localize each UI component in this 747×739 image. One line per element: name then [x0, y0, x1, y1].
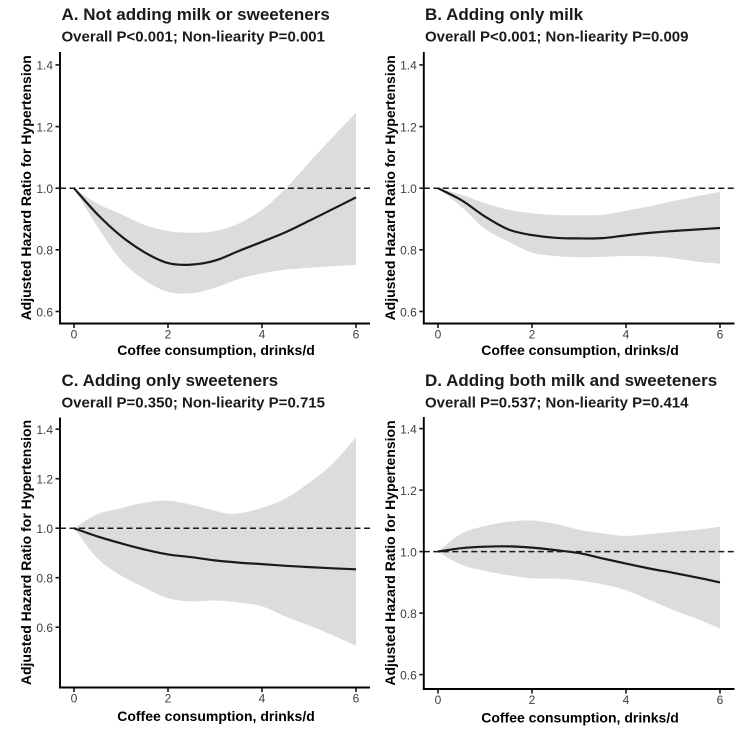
svg-text:0.6: 0.6 [36, 621, 53, 635]
svg-text:Adjusted Hazard Ratio for Hype: Adjusted Hazard Ratio for Hypertension [382, 420, 398, 685]
svg-text:4: 4 [623, 693, 630, 707]
svg-text:1.0: 1.0 [36, 182, 53, 196]
svg-text:Coffee consumption, drinks/d: Coffee consumption, drinks/d [481, 342, 679, 358]
svg-text:1.2: 1.2 [400, 484, 417, 498]
svg-text:Overall P=0.350; Non-liearity: Overall P=0.350; Non-liearity P=0.715 [62, 394, 325, 411]
svg-text:0: 0 [435, 693, 442, 707]
svg-text:0: 0 [71, 328, 78, 342]
svg-text:1.0: 1.0 [36, 522, 53, 536]
svg-text:1.0: 1.0 [400, 545, 417, 559]
svg-text:Adjusted Hazard Ratio for Hype: Adjusted Hazard Ratio for Hypertension [382, 55, 398, 320]
svg-text:1.4: 1.4 [400, 422, 417, 436]
svg-text:1.0: 1.0 [400, 182, 417, 196]
svg-text:2: 2 [165, 692, 172, 706]
svg-text:0: 0 [71, 692, 78, 706]
svg-text:A. Not adding milk or sweetene: A. Not adding milk or sweeteners [62, 5, 330, 24]
svg-text:0.8: 0.8 [36, 244, 53, 258]
svg-text:4: 4 [259, 328, 266, 342]
svg-text:1.4: 1.4 [400, 59, 417, 73]
svg-text:Coffee consumption, drinks/d: Coffee consumption, drinks/d [481, 710, 679, 726]
svg-text:2: 2 [529, 328, 536, 342]
svg-text:6: 6 [717, 693, 724, 707]
svg-text:D. Adding both milk and sweete: D. Adding both milk and sweeteners [425, 371, 717, 390]
svg-text:Overall P<0.001; Non-liearity: Overall P<0.001; Non-liearity P=0.009 [425, 29, 688, 46]
svg-text:2: 2 [529, 693, 536, 707]
svg-text:4: 4 [259, 692, 266, 706]
svg-text:6: 6 [353, 692, 360, 706]
svg-text:B. Adding only milk: B. Adding only milk [425, 5, 584, 24]
svg-text:Overall P=0.537; Non-liearity: Overall P=0.537; Non-liearity P=0.414 [425, 394, 689, 411]
svg-text:6: 6 [353, 328, 360, 342]
svg-text:0.8: 0.8 [400, 607, 417, 621]
svg-text:0: 0 [435, 328, 442, 342]
svg-text:2: 2 [165, 328, 172, 342]
svg-text:Coffee consumption, drinks/d: Coffee consumption, drinks/d [117, 342, 315, 358]
svg-text:0.6: 0.6 [36, 305, 53, 319]
svg-text:Coffee consumption, drinks/d: Coffee consumption, drinks/d [117, 708, 315, 724]
svg-text:Adjusted Hazard Ratio for Hype: Adjusted Hazard Ratio for Hypertension [18, 420, 34, 685]
svg-text:Overall P<0.001; Non-liearity: Overall P<0.001; Non-liearity P=0.001 [62, 29, 325, 46]
svg-text:1.2: 1.2 [36, 120, 53, 134]
svg-text:1.4: 1.4 [36, 423, 53, 437]
svg-text:C. Adding only sweeteners: C. Adding only sweeteners [62, 371, 279, 390]
svg-text:6: 6 [717, 328, 724, 342]
svg-text:4: 4 [623, 328, 630, 342]
svg-text:1.4: 1.4 [36, 59, 53, 73]
svg-text:0.8: 0.8 [400, 244, 417, 258]
svg-text:0.6: 0.6 [400, 668, 417, 682]
svg-text:1.2: 1.2 [36, 473, 53, 487]
svg-text:Adjusted Hazard Ratio for Hype: Adjusted Hazard Ratio for Hypertension [18, 55, 34, 320]
svg-text:0.8: 0.8 [36, 572, 53, 586]
svg-text:1.2: 1.2 [400, 120, 417, 134]
svg-text:0.6: 0.6 [400, 305, 417, 319]
